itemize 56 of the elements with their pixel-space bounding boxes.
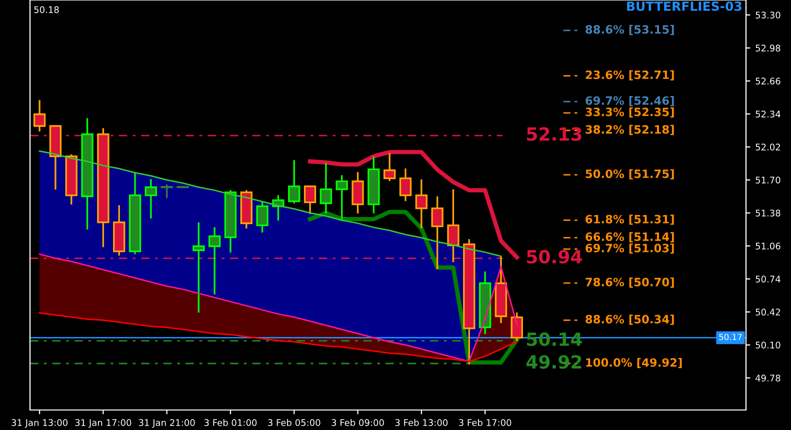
candlestick: [208, 227, 221, 295]
ref-line-label: 88.6% [53.15]: [586, 24, 674, 36]
x-tick-label: 3 Feb 01:00: [204, 419, 257, 426]
candlestick: [144, 179, 158, 219]
ref-line-label: 61.8% [51.31]: [586, 214, 674, 225]
y-tick-label: 52.66: [756, 78, 780, 85]
ref-line-label: 69.7% [52.46]: [586, 96, 674, 106]
ref-line-label: 52.13: [527, 127, 582, 141]
x-tick-label: 3 Feb 09:00: [332, 419, 384, 426]
x-tick-label: 3 Feb 13:00: [395, 419, 448, 426]
ref-line-label: 38.2% [52.18]: [586, 124, 674, 136]
candlestick: [336, 175, 348, 220]
candlestick: [192, 222, 205, 313]
y-tick-label: 52.02: [756, 144, 780, 150]
annotation: 50.18: [34, 6, 59, 14]
y-tick-label: 51.70: [756, 176, 780, 184]
y-tick-label: 50.74: [756, 276, 780, 282]
x-tick-label: 31 Jan 17:00: [75, 419, 132, 428]
y-tick-label: 49.78: [755, 374, 780, 382]
y-tick-label: 53.30: [756, 12, 780, 19]
x-tick-label: 31 Jan 21:00: [138, 419, 195, 428]
y-tick-label: 51.06: [756, 242, 780, 250]
candlestick: [384, 153, 396, 182]
candlestick: [33, 100, 46, 132]
ref-line-label: 100.0% [49.92]: [586, 358, 682, 368]
x-tick-label: 3 Feb 17:00: [459, 419, 512, 426]
y-tick-label: 52.98: [756, 44, 780, 52]
y-tick-label: 51.38: [756, 210, 780, 216]
text: BUTTERFLIES-03: [627, 1, 742, 11]
candlestick: [399, 168, 412, 202]
ref-line-label: 66.6% [51.14]: [586, 232, 674, 242]
candlestick: [160, 184, 173, 198]
line-series: [38, 150, 502, 257]
y-tick-label: 50.42: [756, 308, 780, 316]
ref-line-label: 88.6% [50.34]: [586, 314, 674, 325]
ref-line-label: 69.7% [51.03]: [586, 244, 674, 254]
line-series: [38, 312, 518, 362]
line-series: [308, 150, 519, 260]
line-series: [308, 210, 519, 365]
ref-line-label: 50.94: [527, 250, 582, 264]
ref-line-label: 78.6% [50.70]: [586, 278, 674, 288]
candlestick: [304, 186, 316, 214]
ref-line-label: 49.92: [526, 355, 582, 369]
candlestick: [320, 163, 332, 214]
x-tick-label: 3 Feb 05:00: [268, 419, 320, 426]
y-tick-label: 52.34: [756, 110, 780, 118]
ref-line-label: 33.3% [52.35]: [586, 107, 674, 118]
candlestick: [352, 172, 364, 214]
candlestick: [415, 179, 428, 228]
ref-line-label: 50.0% [51.75]: [586, 169, 674, 180]
ref-line-label: 23.6% [52.71]: [586, 70, 674, 80]
candlestick: [256, 201, 268, 233]
ref-line-label: 50.17: [719, 334, 742, 340]
x-tick-label: 31 Jan 13:00: [12, 419, 68, 428]
y-tick-label: 50.10: [756, 342, 780, 348]
candlestick: [288, 160, 300, 204]
